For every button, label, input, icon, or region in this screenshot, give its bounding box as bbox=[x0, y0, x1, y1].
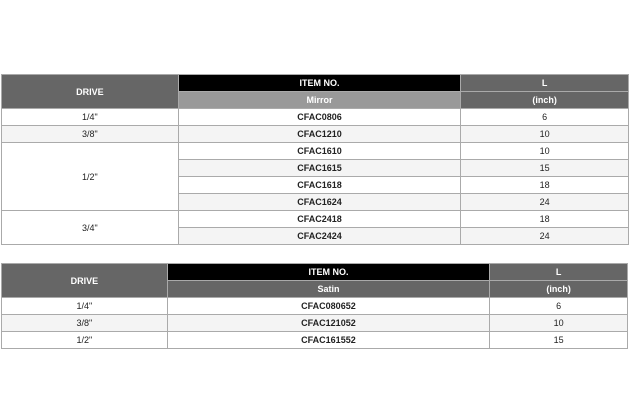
l-unit-header: (inch) bbox=[460, 91, 629, 109]
finish-header: Satin bbox=[166, 280, 491, 298]
item-number-cell: CFAC121052 bbox=[166, 314, 491, 332]
drive-cell: 3/8" bbox=[1, 125, 179, 143]
table-row: 3/8" CFAC121052 10 bbox=[1, 314, 628, 332]
l-header: L bbox=[489, 263, 628, 281]
l-unit-header: (inch) bbox=[489, 280, 628, 298]
item-number-cell: CFAC080652 bbox=[166, 297, 491, 315]
mirror-spec-table: DRIVE ITEM NO. L Mirror (inch) 1/4" CFAC0… bbox=[1, 74, 629, 245]
length-cell: 18 bbox=[460, 210, 629, 228]
length-cell: 10 bbox=[460, 125, 629, 143]
table-row: CFAC1618 18 bbox=[2, 176, 629, 194]
table-row: 1/2" CFAC161552 15 bbox=[1, 331, 628, 349]
drive-cell: 1/2" bbox=[1, 331, 168, 349]
item-number-cell: CFAC1610 bbox=[177, 142, 462, 160]
drive-cell: 1/4" bbox=[1, 108, 179, 126]
length-cell: 6 bbox=[489, 297, 628, 315]
item-number-cell: CFAC0806 bbox=[177, 108, 462, 126]
length-cell: 15 bbox=[489, 331, 628, 349]
length-cell: 24 bbox=[460, 227, 629, 245]
item-number-cell: CFAC2424 bbox=[177, 227, 462, 245]
satin-spec-table: DRIVE ITEM NO. L Satin (inch) 1/4" CFAC08… bbox=[1, 263, 628, 349]
table-row: CFAC1615 15 bbox=[2, 159, 629, 177]
length-cell: 18 bbox=[460, 176, 629, 194]
length-cell: 10 bbox=[460, 142, 629, 160]
table-row: 3/4" CFAC2418 18 bbox=[1, 210, 629, 245]
length-cell: 15 bbox=[460, 159, 629, 177]
table-row: 3/8" CFAC1210 10 bbox=[1, 125, 629, 143]
length-cell: 10 bbox=[489, 314, 628, 332]
drive-cell: 1/2" bbox=[1, 142, 179, 211]
item-number-cell: CFAC1210 bbox=[177, 125, 462, 143]
drive-cell: 3/4" bbox=[1, 210, 179, 245]
table-row: 1/4" CFAC080652 6 bbox=[1, 297, 628, 315]
item-number-cell: CFAC161552 bbox=[166, 331, 491, 349]
item-number-cell: CFAC1615 bbox=[177, 159, 462, 177]
drive-cell: 3/8" bbox=[1, 314, 168, 332]
length-cell: 24 bbox=[460, 193, 629, 211]
table-row: CFAC2424 24 bbox=[2, 227, 629, 245]
table-row: 1/4" CFAC0806 6 bbox=[1, 108, 629, 126]
item-no-header: ITEM NO. bbox=[166, 263, 491, 281]
table-row: 1/2" CFAC1610 10 bbox=[1, 142, 629, 211]
table-row: CFAC1624 24 bbox=[2, 193, 629, 211]
item-no-header: ITEM NO. bbox=[177, 74, 462, 92]
drive-header: DRIVE bbox=[1, 74, 179, 109]
drive-cell: 1/4" bbox=[1, 297, 168, 315]
length-cell: 6 bbox=[460, 108, 629, 126]
drive-header: DRIVE bbox=[1, 263, 168, 298]
item-number-cell: CFAC1624 bbox=[177, 193, 462, 211]
l-header: L bbox=[460, 74, 629, 92]
finish-header: Mirror bbox=[177, 91, 462, 109]
item-number-cell: CFAC1618 bbox=[177, 176, 462, 194]
item-number-cell: CFAC2418 bbox=[177, 210, 462, 228]
